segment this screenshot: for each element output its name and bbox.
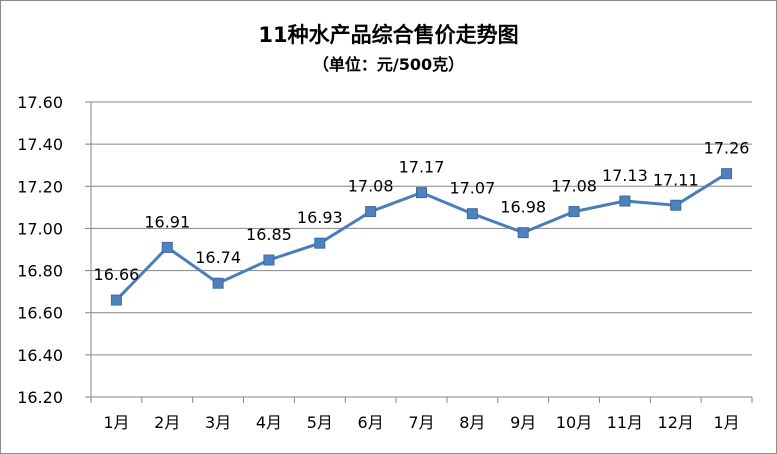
- y-tick-label: 16.20: [17, 388, 63, 407]
- y-tick-label: 16.80: [17, 262, 63, 281]
- y-tick-label: 17.00: [17, 219, 63, 238]
- x-tick-label: 5月: [307, 413, 333, 432]
- data-point: [161, 241, 173, 253]
- data-label: 17.13: [602, 166, 648, 185]
- x-tick-label: 4月: [256, 413, 282, 432]
- data-point: [619, 195, 631, 207]
- data-label: 16.66: [94, 265, 140, 284]
- data-point: [670, 199, 682, 211]
- data-point: [263, 254, 275, 266]
- data-point: [314, 237, 326, 249]
- x-tick-label: 10月: [556, 413, 592, 432]
- x-tick-label: 6月: [358, 413, 384, 432]
- data-point: [466, 208, 478, 220]
- x-tick-labels: 1月 2月 3月 4月 5月 6月 7月 8月 9月 10月 11月 12月 1月: [103, 413, 739, 432]
- data-label: 16.91: [144, 212, 190, 231]
- y-tick-label: 16.60: [17, 304, 63, 323]
- data-point: [416, 187, 427, 199]
- x-tick-label: 9月: [510, 413, 536, 432]
- data-label: 17.17: [399, 158, 445, 177]
- data-labels: 16.66 16.91 16.74 16.85 16.93 17.08 17.1717.07…: [94, 139, 750, 284]
- x-tick-label: 7月: [408, 413, 434, 432]
- data-label: 17.26: [704, 139, 750, 158]
- y-tick-labels: 16.20 16.40 16.60 16.80 17.00 17.20 17.40 17.60: [17, 93, 63, 407]
- data-label: 16.74: [195, 248, 241, 267]
- y-tick-label: 17.40: [17, 135, 63, 154]
- gridlines: [91, 101, 752, 356]
- data-label: 16.85: [246, 225, 292, 244]
- data-label: 16.93: [297, 208, 343, 227]
- y-tick-label: 17.20: [17, 177, 63, 196]
- data-point: [212, 277, 224, 289]
- x-tick-label: 3月: [205, 413, 231, 432]
- chart-subtitle: （单位：元/500克）: [312, 55, 465, 74]
- x-tick-label: 11月: [607, 413, 643, 432]
- data-point: [517, 227, 529, 239]
- y-tick-label: 17.60: [17, 93, 63, 112]
- data-point: [721, 168, 733, 180]
- axes: [85, 101, 753, 403]
- data-label: 17.08: [551, 177, 597, 196]
- data-label: 16.98: [500, 198, 546, 217]
- x-tick-label: 12月: [658, 413, 694, 432]
- x-tick-label: 8月: [459, 413, 485, 432]
- y-tick-label: 16.40: [17, 346, 63, 365]
- data-label: 17.11: [653, 170, 699, 189]
- data-point: [568, 206, 580, 218]
- x-tick-label: 1月: [103, 413, 129, 432]
- chart-title: 11种水产品综合售价走势图: [258, 23, 519, 47]
- data-label: 17.08: [348, 177, 394, 196]
- data-point: [365, 206, 377, 218]
- x-tick-label: 1月: [713, 413, 739, 432]
- x-tick-label: 2月: [154, 413, 180, 432]
- data-label: 17.07: [449, 179, 495, 198]
- series-markers: [110, 168, 733, 306]
- data-point: [110, 294, 122, 306]
